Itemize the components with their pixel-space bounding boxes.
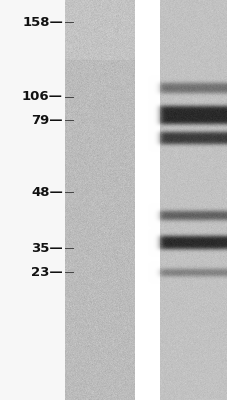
Text: 35—: 35— [31,242,63,254]
Text: 79—: 79— [31,114,63,126]
Text: 48—: 48— [31,186,63,198]
Text: 158—: 158— [22,16,63,28]
Text: 23—: 23— [31,266,63,278]
Text: 106—: 106— [22,90,63,104]
